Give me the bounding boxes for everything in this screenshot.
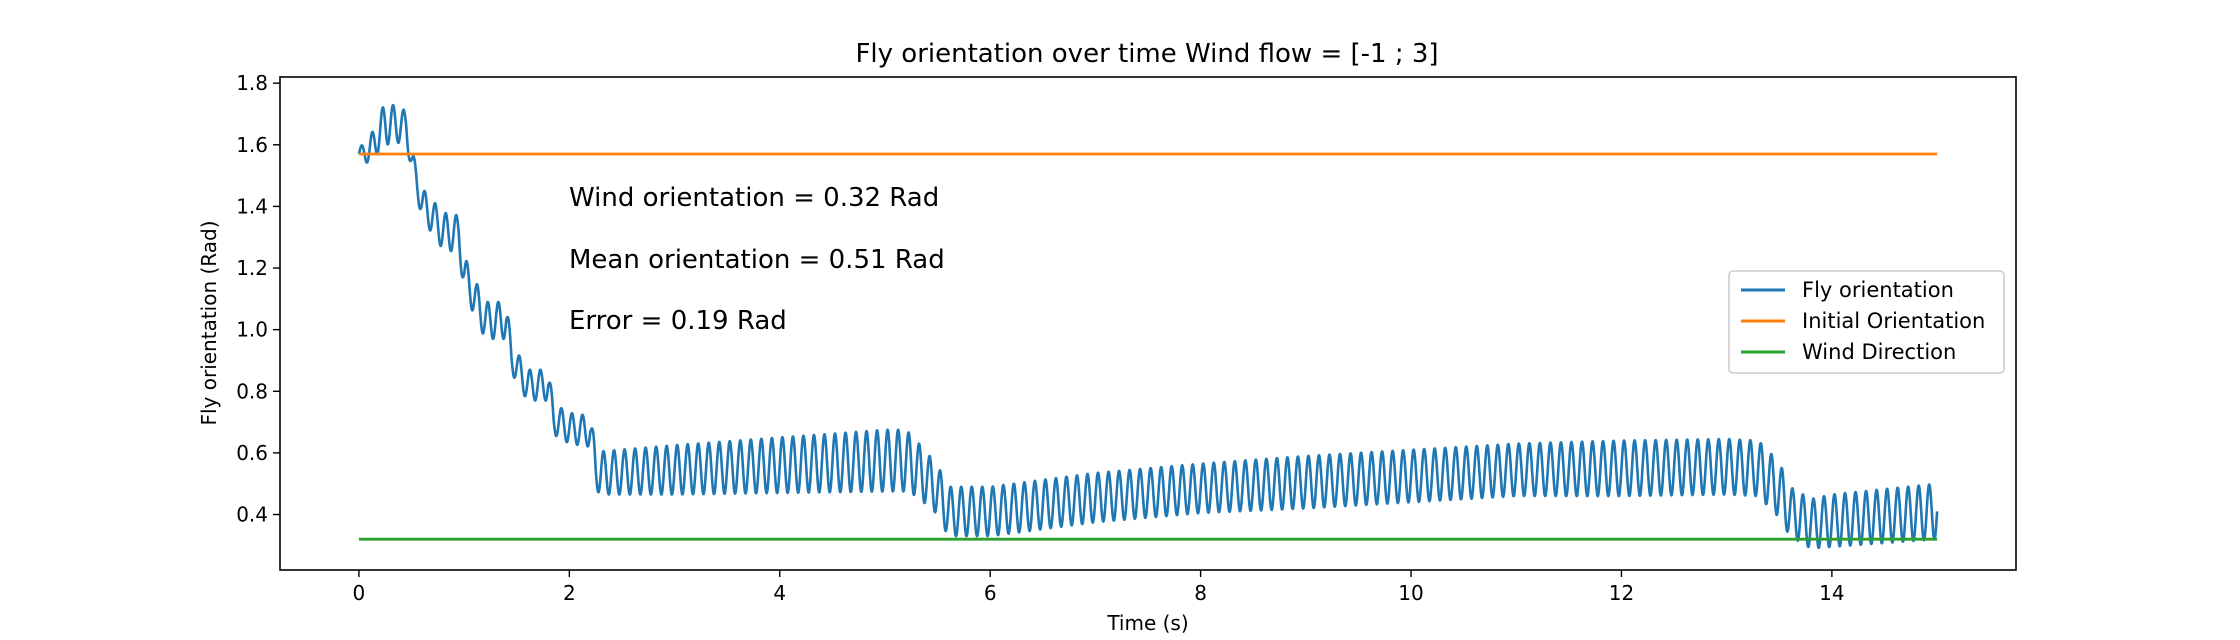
legend-label-initial-orientation: Initial Orientation: [1802, 309, 1985, 333]
annotation-error: Error = 0.19 Rad: [569, 306, 787, 336]
legend-label-wind-direction: Wind Direction: [1802, 340, 1956, 364]
y-axis-label: Fly orientation (Rad): [197, 220, 221, 425]
annotation-wind-orientation: Wind orientation = 0.32 Rad: [569, 183, 939, 213]
legend-label-fly-orientation: Fly orientation: [1802, 278, 1954, 302]
x-tick-label: 6: [984, 581, 997, 605]
x-axis-label: Time (s): [1106, 611, 1188, 635]
y-tick-label: 1.4: [236, 194, 268, 218]
y-axis: 0.4 0.6 0.8 1.0 1.2 1.4 1.6 1.8: [236, 71, 280, 527]
legend-box: [1728, 270, 2005, 374]
x-tick-label: 12: [1609, 581, 1634, 605]
y-tick-label: 1.0: [236, 318, 268, 342]
x-tick-label: 0: [353, 581, 366, 605]
y-tick-label: 1.8: [236, 71, 268, 95]
y-tick-label: 1.6: [236, 133, 268, 157]
plot-frame: [279, 76, 2017, 571]
y-tick-label: 1.2: [236, 256, 268, 280]
chart-title: Fly orientation over time Wind flow = [-…: [855, 39, 1438, 69]
y-tick-label: 0.8: [236, 379, 268, 403]
x-tick-label: 14: [1819, 581, 1844, 605]
annotations: Wind orientation = 0.32 Rad Mean orienta…: [569, 183, 945, 336]
x-tick-label: 2: [563, 581, 576, 605]
x-tick-label: 4: [773, 581, 786, 605]
x-tick-label: 8: [1194, 581, 1207, 605]
y-tick-label: 0.4: [236, 503, 268, 527]
legend: Fly orientation Initial Orientation Wind…: [1728, 270, 2005, 374]
x-axis: 0 2 4 6 8 10 12 14: [353, 570, 1845, 605]
series-line-fly-orientation: [357, 103, 1939, 550]
series-layer: [357, 103, 1939, 550]
y-tick-label: 0.6: [236, 441, 268, 465]
annotation-mean-orientation: Mean orientation = 0.51 Rad: [569, 245, 945, 275]
x-tick-label: 10: [1398, 581, 1423, 605]
